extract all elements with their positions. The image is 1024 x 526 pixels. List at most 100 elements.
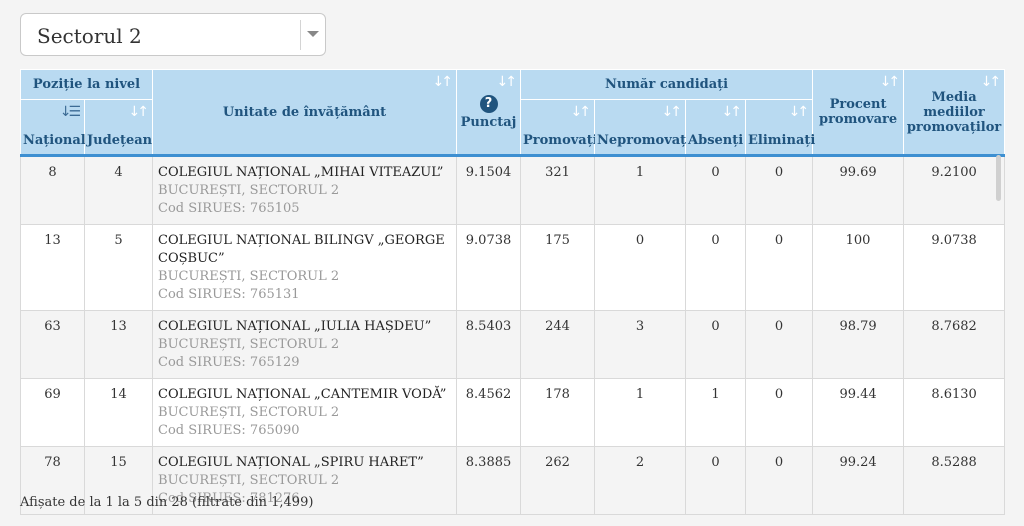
cell-media: 9.0738	[903, 224, 1006, 311]
school-sirues: Cod SIRUES: 765090	[158, 423, 300, 438]
question-circle-icon[interactable]: ?	[479, 94, 498, 113]
sort-icon[interactable]: ↓↑	[661, 104, 683, 120]
cell-absenti: 1	[685, 378, 747, 447]
sort-descending-icon[interactable]: ↓☰	[59, 104, 81, 120]
cell-nepromovati: 1	[594, 378, 687, 447]
school-name: COLEGIUL NAȚIONAL „CANTEMIR VODĂ”	[158, 387, 447, 402]
school-name: COLEGIUL NAȚIONAL BILINGV „GEORGE COȘBUC…	[158, 233, 445, 266]
cell-absenti: 0	[685, 155, 747, 225]
header-unitate-label: Unitate de învățământ	[222, 104, 387, 120]
school-name: COLEGIUL NAȚIONAL „MIHAI VITEAZUL”	[158, 165, 444, 180]
sort-icon[interactable]: ↓↑	[128, 104, 150, 120]
cell-absenti: 0	[685, 446, 747, 515]
cell-punctaj: 9.0738	[456, 224, 522, 311]
school-sirues: Cod SIRUES: 765129	[158, 355, 300, 370]
cell-punctaj: 8.5403	[456, 310, 522, 379]
cell-unitate: COLEGIUL NAȚIONAL BILINGV „GEORGE COȘBUC…	[152, 224, 458, 311]
header-national-label: Național	[23, 133, 86, 148]
cell-judetean: 5	[83, 224, 154, 311]
school-location: BUCUREȘTI, SECTORUL 2	[158, 405, 340, 420]
sort-icon[interactable]: ↓↑	[432, 74, 454, 90]
cell-absenti: 0	[685, 310, 747, 379]
header-judetean[interactable]: ↓↑ Județean	[83, 99, 154, 157]
cell-national: 78	[20, 446, 85, 515]
header-eliminati-label: Eliminați	[748, 133, 816, 148]
header-procent-label: Procent promovare	[818, 97, 898, 127]
results-table: Poziție la nivel ↓↑ Unitate de învățămân…	[19, 69, 1006, 515]
header-national[interactable]: ↓☰ Național	[20, 99, 86, 157]
cell-unitate: COLEGIUL NAȚIONAL „SPIRU HARET” BUCUREȘT…	[152, 446, 458, 515]
cell-procent: 98.79	[812, 310, 905, 379]
school-name: COLEGIUL NAȚIONAL „SPIRU HARET”	[158, 455, 424, 470]
header-promovati-label: Promovați	[523, 133, 598, 148]
table-row: 69 14 COLEGIUL NAȚIONAL „CANTEMIR VODĂ” …	[20, 378, 1006, 447]
cell-unitate: COLEGIUL NAȚIONAL „CANTEMIR VODĂ” BUCURE…	[152, 378, 458, 447]
sector-select[interactable]: Sectorul 2	[20, 13, 326, 56]
cell-national: 8	[20, 155, 85, 225]
header-media[interactable]: ↓↑ Media mediilor promovaților	[903, 69, 1006, 156]
table-info: Afișate de la 1 la 5 din 28 (filtrate di…	[20, 495, 314, 510]
cell-media: 9.2100	[903, 155, 1006, 225]
school-sirues: Cod SIRUES: 765105	[158, 201, 300, 216]
sort-icon[interactable]: ↓↑	[980, 74, 1002, 90]
header-absenti-label: Absenți	[688, 133, 744, 148]
scrollbar-thumb[interactable]	[996, 155, 1001, 201]
select-divider	[300, 20, 301, 50]
school-location: BUCUREȘTI, SECTORUL 2	[158, 183, 340, 198]
cell-judetean: 13	[83, 310, 154, 379]
cell-unitate: COLEGIUL NAȚIONAL „IULIA HAȘDEU” BUCUREȘ…	[152, 310, 458, 379]
header-punctaj[interactable]: ↓↑ ? Punctaj	[456, 69, 522, 156]
cell-judetean: 4	[83, 155, 154, 225]
cell-judetean: 14	[83, 378, 154, 447]
table-row: 78 15 COLEGIUL NAȚIONAL „SPIRU HARET” BU…	[20, 446, 1006, 515]
cell-promovati: 321	[520, 155, 596, 225]
header-media-label: Media mediilor promovaților	[906, 89, 1002, 135]
header-eliminati[interactable]: ↓↑ Eliminați	[745, 99, 816, 157]
sort-icon[interactable]: ↓↑	[496, 74, 518, 90]
cell-procent: 99.24	[812, 446, 905, 515]
cell-punctaj: 8.4562	[456, 378, 522, 447]
cell-nepromovati: 0	[594, 224, 687, 311]
caret-down-icon[interactable]	[307, 31, 319, 37]
cell-eliminati: 0	[745, 224, 814, 311]
cell-promovati: 262	[520, 446, 596, 515]
school-sirues: Cod SIRUES: 765131	[158, 287, 300, 302]
sort-icon[interactable]: ↓↑	[788, 104, 810, 120]
sort-icon[interactable]: ↓↑	[721, 104, 743, 120]
cell-judetean: 15	[83, 446, 154, 515]
cell-procent: 99.69	[812, 155, 905, 225]
cell-media: 8.6130	[903, 378, 1006, 447]
cell-punctaj: 9.1504	[456, 155, 522, 225]
header-nepromovati[interactable]: ↓↑ Nepromovați	[594, 99, 691, 157]
cell-unitate: COLEGIUL NAȚIONAL „MIHAI VITEAZUL” BUCUR…	[152, 155, 458, 225]
sector-select-value: Sectorul 2	[37, 24, 142, 48]
school-location: BUCUREȘTI, SECTORUL 2	[158, 337, 340, 352]
school-location: BUCUREȘTI, SECTORUL 2	[158, 269, 340, 284]
school-location: BUCUREȘTI, SECTORUL 2	[158, 473, 340, 488]
cell-nepromovati: 3	[594, 310, 687, 379]
table-row: 8 4 COLEGIUL NAȚIONAL „MIHAI VITEAZUL” B…	[20, 155, 1006, 225]
cell-promovati: 244	[520, 310, 596, 379]
cell-eliminati: 0	[745, 310, 814, 379]
cell-absenti: 0	[685, 224, 747, 311]
cell-media: 8.5288	[903, 446, 1006, 515]
header-promovati[interactable]: ↓↑ Promovați	[520, 99, 598, 157]
cell-national: 69	[20, 378, 85, 447]
school-name: COLEGIUL NAȚIONAL „IULIA HAȘDEU”	[158, 319, 432, 334]
header-nepromovati-label: Nepromovați	[597, 133, 692, 148]
cell-promovati: 175	[520, 224, 596, 311]
cell-procent: 99.44	[812, 378, 905, 447]
header-absenti[interactable]: ↓↑ Absenți	[685, 99, 747, 157]
header-punctaj-label: Punctaj	[460, 114, 517, 130]
cell-eliminati: 0	[745, 446, 814, 515]
header-procent[interactable]: ↓↑ Procent promovare	[812, 69, 905, 156]
sort-icon[interactable]: ↓↑	[570, 104, 592, 120]
header-numar-candidati: Număr candidați	[520, 69, 814, 100]
sort-icon[interactable]: ↓↑	[879, 74, 901, 90]
cell-procent: 100	[812, 224, 905, 311]
school-sirues: Cod SIRUES: 781276	[158, 491, 300, 506]
cell-national: 63	[20, 310, 85, 379]
header-judetean-label: Județean	[87, 133, 153, 148]
cell-eliminati: 0	[745, 155, 814, 225]
header-unitate[interactable]: ↓↑ Unitate de învățământ	[152, 69, 458, 156]
